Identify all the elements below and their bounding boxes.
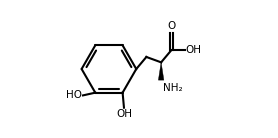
Text: OH: OH <box>186 45 202 55</box>
Text: O: O <box>167 21 175 31</box>
Text: HO: HO <box>66 90 82 100</box>
Text: NH₂: NH₂ <box>163 83 183 93</box>
Polygon shape <box>158 62 164 80</box>
Text: OH: OH <box>117 109 133 119</box>
